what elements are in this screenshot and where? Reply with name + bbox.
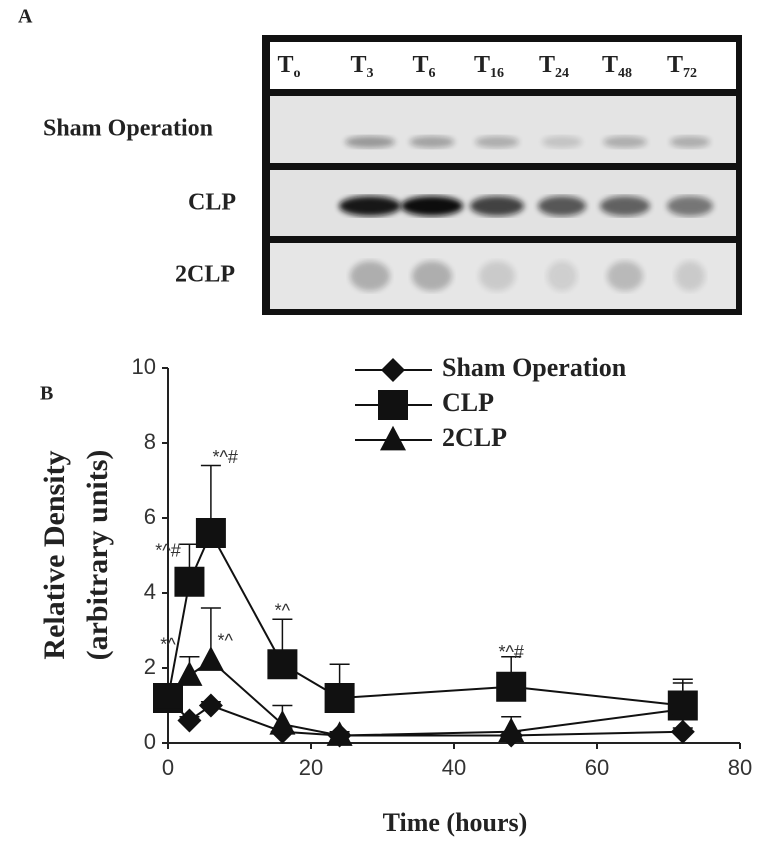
legend-label: Sham Operation	[442, 353, 627, 382]
annotation: *^#	[155, 541, 180, 561]
y-tick-label: 10	[132, 354, 156, 379]
blot	[262, 35, 742, 315]
blot-band	[675, 261, 705, 291]
panel-label: A	[18, 6, 33, 28]
lane-base: T	[667, 52, 683, 78]
blot-band	[538, 196, 586, 216]
lane-label: To	[277, 52, 300, 82]
annotation: *^	[217, 631, 233, 651]
marker	[669, 694, 696, 720]
blot-band	[350, 261, 390, 291]
blot-band	[479, 261, 515, 291]
lane-sub: o	[294, 66, 301, 81]
x-axis-title: Time (hours)	[383, 808, 528, 837]
marker	[326, 721, 353, 746]
marker	[267, 649, 298, 680]
lane-label: T48	[602, 52, 632, 82]
marker	[324, 683, 355, 713]
x-tick-label: 80	[728, 755, 752, 780]
row-label: Sham Operation	[43, 116, 213, 142]
lane-label: T3	[350, 52, 373, 82]
marker	[176, 661, 203, 686]
lane-sub: 72	[683, 66, 697, 81]
marker	[496, 671, 527, 702]
lane-base: T	[474, 52, 490, 78]
legend-label: 2CLP	[442, 423, 507, 452]
series-line	[167, 530, 683, 707]
row-label: CLP	[188, 190, 236, 216]
legend-label: CLP	[442, 388, 494, 417]
blot-band	[401, 196, 463, 216]
lane-base: T	[602, 52, 618, 78]
lane-label: T16	[474, 52, 504, 82]
blot-band	[345, 136, 395, 148]
lane-label: T72	[667, 52, 697, 82]
y-tick-label: 6	[144, 504, 156, 529]
blot-band	[412, 261, 452, 291]
blot-band	[409, 136, 455, 148]
y-tick-label: 4	[144, 579, 156, 604]
annotation: *^#	[212, 447, 237, 467]
series-line	[167, 697, 683, 737]
y-axis-title: Relative Density	[38, 450, 71, 659]
blot-band	[542, 136, 582, 148]
legend-marker	[378, 390, 408, 420]
marker	[670, 719, 695, 744]
blot-band	[470, 196, 524, 216]
legend-marker	[380, 425, 406, 451]
marker	[198, 693, 223, 718]
lane-label: T6	[412, 52, 435, 82]
blot-band	[607, 261, 643, 291]
y-axis-title: (arbitrary units)	[81, 450, 114, 661]
marker	[195, 518, 226, 548]
blot-band	[667, 196, 713, 216]
y-tick-label: 0	[144, 729, 156, 754]
marker	[155, 683, 181, 709]
x-tick-label: 20	[299, 755, 323, 780]
annotation: *^	[160, 634, 176, 654]
lane-sub: 24	[555, 66, 569, 81]
blot-row-bg	[270, 96, 736, 163]
blot-band	[547, 261, 577, 291]
blot-band	[600, 196, 650, 216]
annotation: *^#	[498, 642, 523, 662]
blot-band	[475, 136, 519, 148]
lane-sub: 16	[490, 66, 504, 81]
lane-sub: 3	[367, 66, 374, 81]
marker	[174, 566, 205, 597]
lane-base: T	[412, 52, 428, 78]
marker	[498, 717, 525, 743]
lane-label: T24	[539, 52, 569, 82]
row-label: 2CLP	[175, 262, 235, 288]
marker	[197, 646, 224, 671]
x-tick-label: 60	[585, 755, 609, 780]
lane-base: T	[277, 52, 293, 78]
blot-band	[339, 196, 401, 216]
blot-band	[603, 136, 647, 148]
x-tick-label: 40	[442, 755, 466, 780]
blot-band	[670, 136, 710, 148]
lane-sub: 48	[618, 66, 632, 81]
lane-base: T	[539, 52, 555, 78]
x-tick-label: 0	[162, 755, 174, 780]
y-tick-label: 2	[144, 654, 156, 679]
y-tick-label: 8	[144, 429, 156, 454]
lane-base: T	[350, 52, 366, 78]
lane-header	[270, 42, 736, 89]
panel-label: B	[40, 383, 53, 405]
lane-sub: 6	[429, 66, 436, 81]
legend-marker	[381, 358, 405, 382]
marker	[177, 708, 202, 733]
marker	[269, 709, 296, 735]
annotation: *^	[275, 601, 291, 621]
